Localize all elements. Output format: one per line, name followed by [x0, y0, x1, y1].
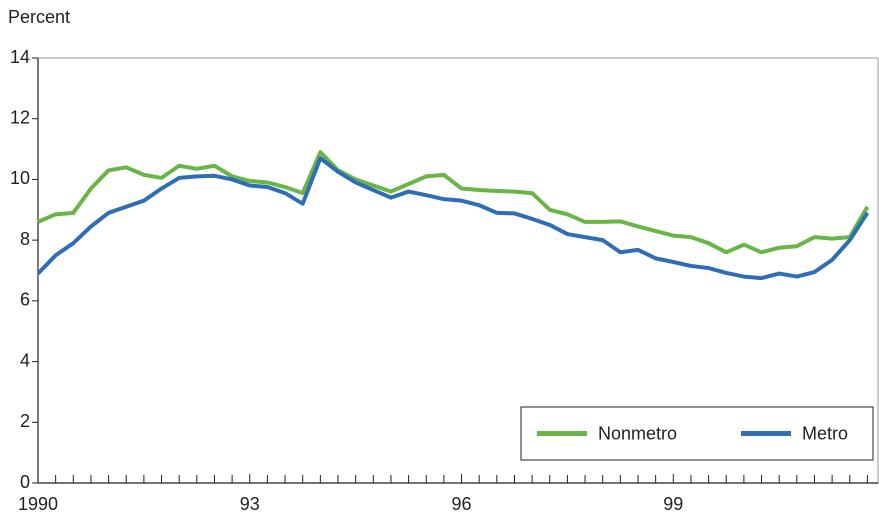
y-tick-label: 12 [10, 107, 30, 127]
legend-label: Nonmetro [598, 423, 677, 443]
x-tick-label: 1990 [18, 494, 58, 514]
y-tick-label: 4 [20, 350, 30, 370]
x-tick-label: 96 [452, 494, 472, 514]
x-tick-label: 93 [240, 494, 260, 514]
y-tick-label: 2 [20, 411, 30, 431]
line-series [36, 156, 870, 281]
y-tick-label: 8 [20, 229, 30, 249]
line-series [37, 150, 870, 255]
y-tick-label: 14 [10, 47, 30, 67]
x-tick-label: 99 [663, 494, 683, 514]
legend-label: Metro [802, 423, 848, 443]
y-tick-label: 6 [20, 290, 30, 310]
y-tick-label: 0 [20, 472, 30, 492]
y-tick-label: 10 [10, 168, 30, 188]
y-axis-label: Percent [8, 7, 70, 27]
